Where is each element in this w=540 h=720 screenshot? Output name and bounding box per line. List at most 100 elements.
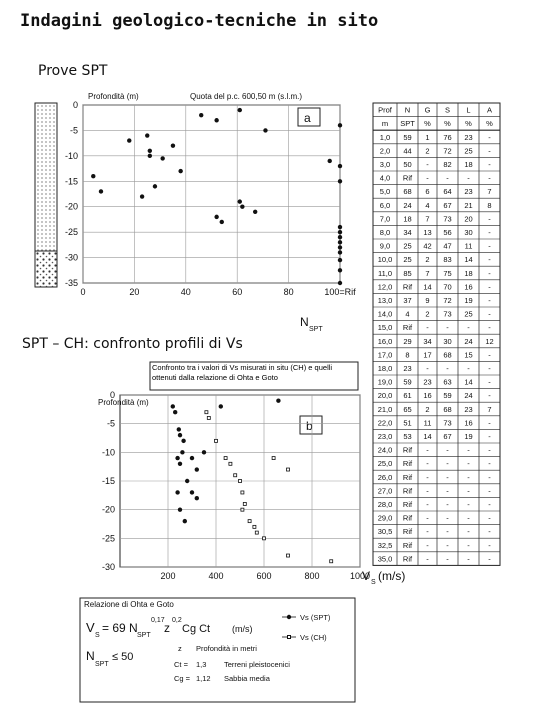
table-cell: 75 (443, 269, 451, 278)
table-cell: 30 (443, 337, 451, 346)
table-cell: 8 (405, 350, 409, 359)
data-point (262, 536, 266, 541)
caption: Confronto tra i valori di Vs misurati in… (152, 363, 332, 382)
table-cell: - (488, 446, 491, 455)
table-cell: 7 (425, 269, 429, 278)
table-cell: 23,0 (378, 432, 393, 441)
table-cell: 32,5 (378, 541, 393, 550)
table-cell: - (488, 473, 491, 482)
data-point (189, 455, 195, 461)
data-point (177, 461, 183, 466)
table-cell: 53 (403, 432, 411, 441)
table-cell: 35,0 (378, 554, 393, 563)
table-cell: - (426, 174, 429, 183)
table-cell: - (426, 446, 429, 455)
table-cell: 16 (464, 418, 472, 427)
table-cell: 7 (487, 405, 491, 414)
table-cell: Rif (403, 554, 413, 563)
x-axis-unit: (m/s) (378, 569, 405, 583)
table-cell: 20,0 (378, 391, 393, 400)
table-cell: 34 (403, 228, 411, 237)
definition: Cg = (174, 674, 191, 683)
data-point (91, 174, 96, 179)
data-point (233, 473, 238, 478)
y-tick-label: -5 (107, 419, 115, 429)
table-cell: - (488, 364, 491, 373)
table-cell: - (488, 500, 491, 509)
x-axis-label: V (362, 569, 370, 583)
y-tick-label: -30 (102, 562, 115, 572)
table-cell: - (488, 214, 491, 223)
table-cell: 26,0 (378, 473, 393, 482)
table-cell: - (446, 541, 449, 550)
data-point (337, 257, 343, 263)
formula: 0,2 (172, 617, 182, 624)
table-cell: - (467, 473, 470, 482)
data-point (240, 507, 245, 512)
table-cell: 70 (443, 282, 451, 291)
data-point (194, 467, 199, 472)
formula: (m/s) (232, 624, 253, 634)
data-point (176, 427, 181, 432)
data-point (152, 184, 158, 189)
data-point (219, 219, 224, 225)
data-point (194, 496, 199, 501)
table-cell: - (488, 146, 491, 155)
table-cell: - (488, 554, 491, 563)
table-cell: 12 (485, 337, 493, 346)
table-cell: 23 (423, 378, 431, 387)
table-cell: 11 (465, 242, 473, 251)
data-point (242, 502, 247, 506)
panel-label: b (306, 419, 313, 433)
table-cell: 23 (464, 133, 472, 142)
table-cell: 23 (464, 187, 472, 196)
table-cell: 56 (443, 228, 451, 237)
data-point (206, 416, 211, 420)
x-axis-label-sub: S (371, 579, 376, 586)
table-cell: 15,0 (378, 323, 393, 332)
table-cell: 6 (425, 187, 429, 196)
table-cell: 68 (443, 350, 451, 359)
soil-column (34, 250, 58, 288)
table-cell: - (488, 432, 491, 441)
table-cell: 19 (464, 296, 472, 305)
table-cell: 5,0 (380, 187, 390, 196)
table-cell: - (488, 255, 491, 264)
data-point (223, 456, 228, 460)
y-tick-label: -35 (65, 278, 78, 288)
chart-title: Quota del p.c. 600,50 m (s.l.m.) (190, 92, 302, 101)
table-cell: 50 (403, 160, 411, 169)
table-cell: - (488, 541, 491, 550)
table-cell: 6,0 (380, 201, 390, 210)
table-cell: - (488, 486, 491, 495)
formula: SPT (137, 632, 151, 639)
table-cell: - (467, 527, 470, 536)
table-cell: S (445, 106, 450, 115)
legend-marker (287, 635, 291, 639)
table-cell: 24 (464, 337, 472, 346)
definition: Ct = (174, 660, 189, 669)
table-cell: - (467, 514, 470, 523)
table-cell: 14,0 (378, 310, 393, 319)
table-cell: - (446, 446, 449, 455)
table-cell: - (426, 486, 429, 495)
table-cell: 18 (403, 214, 411, 223)
table-cell: 42 (423, 242, 431, 251)
table-cell: 12,0 (378, 282, 393, 291)
definition: Profondità in metri (196, 644, 257, 653)
condition: N (86, 649, 95, 663)
x-tick-label: 100=Rif (324, 287, 356, 297)
y-tick-label: -30 (65, 253, 78, 263)
table-cell: - (467, 364, 470, 373)
table-cell: 17,0 (378, 350, 393, 359)
table-cell: 24,0 (378, 446, 393, 455)
table-cell: - (488, 269, 491, 278)
table-cell: 16 (423, 391, 431, 400)
table-cell: 4,0 (380, 174, 390, 183)
table-cell: 37 (403, 296, 411, 305)
formula: V (86, 620, 95, 635)
table-cell: 18 (464, 269, 472, 278)
table-cell: 2 (425, 405, 429, 414)
table-cell: - (426, 514, 429, 523)
table-cell: - (488, 459, 491, 468)
